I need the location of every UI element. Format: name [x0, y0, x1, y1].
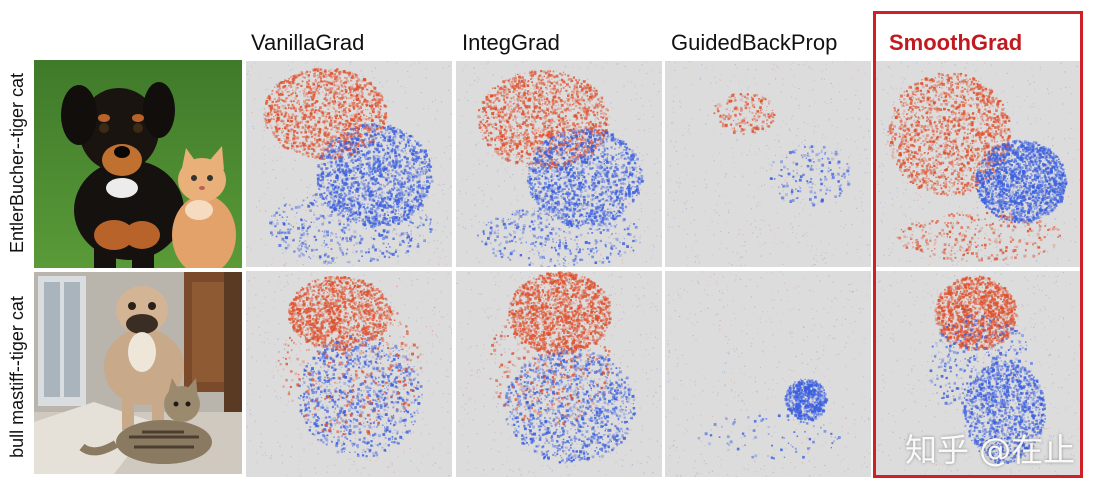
row-label-bull-mastiff: bull mastiff--tiger cat: [4, 272, 30, 482]
input-image-mastiff-and-cat: [34, 272, 242, 474]
saliency-integgrad-row2: [456, 271, 662, 477]
saliency-guidedbackprop-row2: [665, 271, 871, 477]
watermark-text: 知乎 @在止: [905, 425, 1075, 471]
column-header-integgrad: IntegGrad: [462, 28, 560, 58]
saliency-smoothgrad-row2: [876, 271, 1082, 477]
row-label-entlebucher: EntlerBucher--tiger cat: [4, 58, 30, 268]
saliency-guidedbackprop-row1: [665, 61, 871, 267]
input-image-dog-and-kitten: [34, 60, 242, 268]
saliency-vanillagrad-row1: [246, 61, 452, 267]
smoothgrad-highlight-frame: [873, 11, 1083, 478]
column-header-vanillagrad: VanillaGrad: [251, 28, 364, 58]
column-header-smoothgrad: SmoothGrad: [889, 28, 1022, 58]
column-header-guidedbackprop: GuidedBackProp: [671, 28, 837, 58]
saliency-vanillagrad-row2: [246, 271, 452, 477]
saliency-integgrad-row1: [456, 61, 662, 267]
saliency-smoothgrad-row1: [876, 61, 1082, 267]
